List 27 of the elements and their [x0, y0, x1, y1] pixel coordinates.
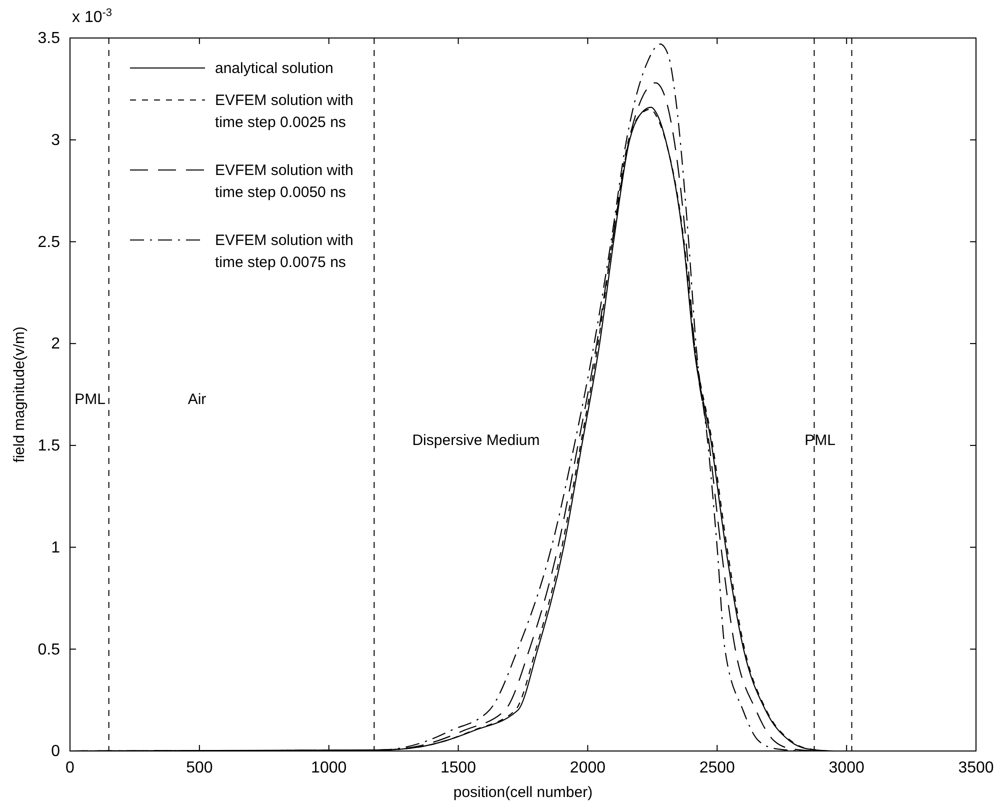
y-tick-label: 3.5	[38, 30, 60, 48]
x-tick-label: 3500	[958, 759, 994, 776]
y-tick-label: 0.5	[38, 641, 60, 658]
x-tick-label: 500	[186, 759, 213, 776]
annotation: Air	[188, 391, 206, 408]
annotation: Dispersive Medium	[412, 432, 540, 449]
x-tick-label: 2500	[699, 759, 736, 776]
annotation: PML	[74, 391, 106, 408]
x-tick-label: 3000	[828, 759, 864, 776]
legend-label: EVFEM solution with time step 0.0025 ns	[215, 92, 354, 131]
x-tick-label: 1000	[311, 759, 347, 776]
text: x 10$^{-3}$	[72, 7, 112, 26]
y-tick-label: 2	[51, 336, 60, 353]
y-tick-label: 1.5	[38, 438, 60, 455]
legend-label: EVFEM solution with time step 0.0050 ns	[215, 162, 354, 201]
x-tick-label: 2000	[570, 759, 606, 776]
annotation: PML	[804, 432, 836, 449]
y-axis-title: field magnitude(v/m)	[11, 326, 28, 462]
y-tick-label: 0	[51, 743, 60, 760]
x-tick-label: 0	[66, 759, 75, 776]
legend-label: analytical solution	[215, 60, 334, 77]
x-axis-title: position(cell number)	[453, 784, 593, 801]
legend-label: EVFEM solution with time step 0.0075 ns	[215, 232, 354, 271]
x-tick-label: 1500	[440, 759, 476, 776]
y-tick-label: 2.5	[38, 234, 60, 251]
y-tick-label: 3	[51, 132, 60, 149]
y-tick-label: 1	[51, 539, 60, 556]
